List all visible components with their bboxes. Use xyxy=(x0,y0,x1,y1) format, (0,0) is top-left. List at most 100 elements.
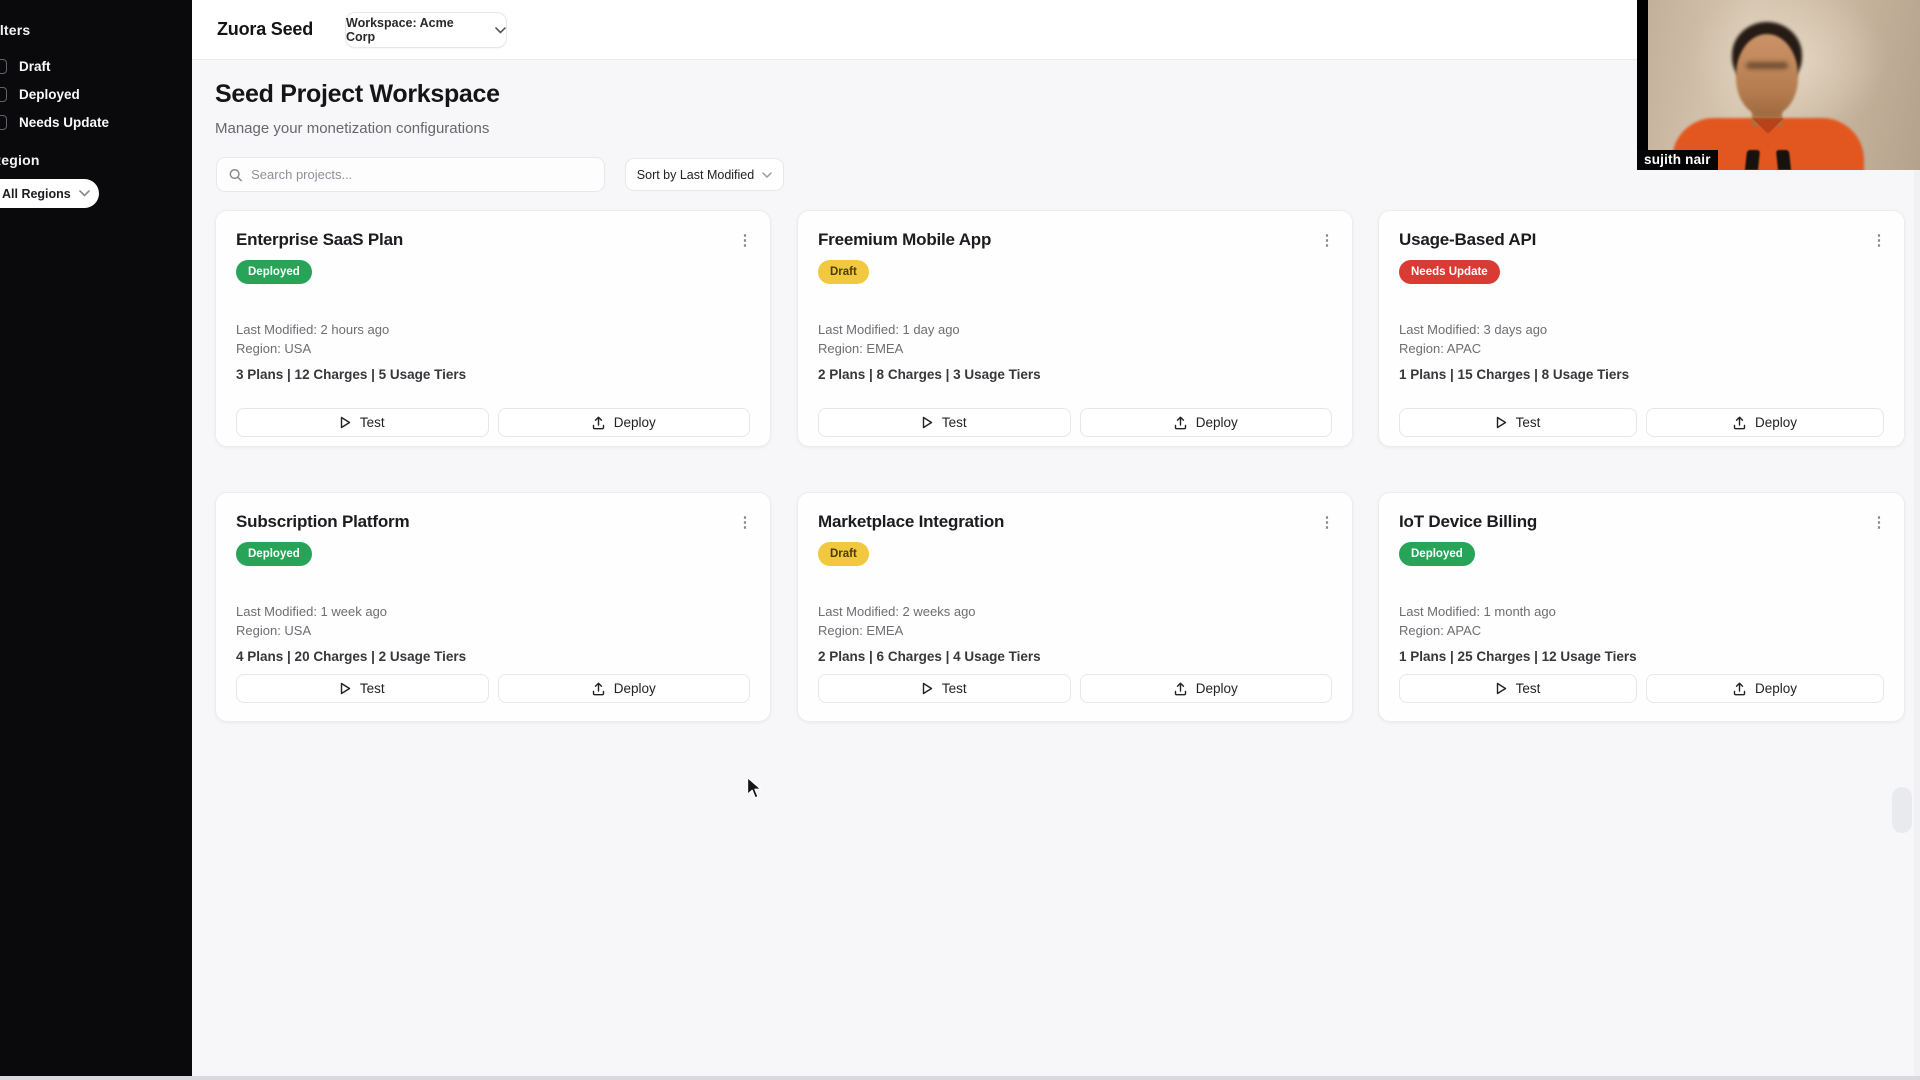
status-badge: Deployed xyxy=(1399,542,1475,566)
region-dropdown-value: All Regions xyxy=(2,186,71,201)
upload-icon xyxy=(592,682,604,695)
project-stats: 4 Plans | 20 Charges | 2 Usage Tiers xyxy=(236,649,467,664)
project-stats: 1 Plans | 15 Charges | 8 Usage Tiers xyxy=(1399,367,1630,382)
upload-icon xyxy=(1174,682,1186,695)
shirt-graphic xyxy=(1744,150,1792,170)
card-actions: Test Deploy xyxy=(818,408,1332,437)
needs-update-checkbox[interactable] xyxy=(0,114,7,130)
play-icon xyxy=(922,416,933,429)
webcam-video-frame xyxy=(1648,0,1920,170)
project-card[interactable]: Usage-Based API ⋮ Needs Update Last Modi… xyxy=(1378,210,1905,447)
project-meta: Last Modified: 3 days ago Region: APAC xyxy=(1399,321,1547,358)
project-meta: Last Modified: 2 weeks ago Region: EMEA xyxy=(818,603,976,640)
region: Region: USA xyxy=(236,340,312,356)
project-card[interactable]: Subscription Platform ⋮ Deployed Last Mo… xyxy=(215,492,771,722)
card-actions: Test Deploy xyxy=(236,674,750,703)
project-title: Marketplace Integration xyxy=(818,512,1005,531)
scrollbar-track xyxy=(1914,0,1920,1080)
project-title: Subscription Platform xyxy=(236,512,410,531)
last-modified: Last Modified: 1 month ago xyxy=(1399,604,1556,619)
draft-checkbox[interactable] xyxy=(0,58,7,74)
upload-icon xyxy=(592,416,604,429)
deploy-button[interactable]: Deploy xyxy=(1079,674,1332,703)
filter-option-deployed[interactable]: Deployed xyxy=(0,85,80,103)
region-dropdown[interactable]: All Regions xyxy=(0,179,99,208)
test-button[interactable]: Test xyxy=(1399,674,1637,703)
workspace-selector[interactable]: Workspace: Acme Corp xyxy=(345,12,507,48)
test-button[interactable]: Test xyxy=(1399,408,1637,437)
chevron-down-icon xyxy=(78,190,90,197)
status-badge: Draft xyxy=(818,260,869,284)
status-badge: Draft xyxy=(818,542,869,566)
kebab-menu-icon[interactable]: ⋮ xyxy=(1319,514,1335,531)
project-meta: Last Modified: 2 hours ago Region: USA xyxy=(236,321,389,358)
filters-sidebar: Filters Draft Deployed Needs Update Regi… xyxy=(0,0,192,1080)
deploy-button[interactable]: Deploy xyxy=(497,408,750,437)
project-stats: 1 Plans | 25 Charges | 12 Usage Tiers xyxy=(1399,649,1637,664)
search-icon xyxy=(229,168,242,181)
test-button[interactable]: Test xyxy=(818,408,1071,437)
project-card[interactable]: Freemium Mobile App ⋮ Draft Last Modifie… xyxy=(797,210,1353,447)
filter-option-label: Draft xyxy=(19,58,51,74)
status-badge: Deployed xyxy=(236,542,312,566)
last-modified: Last Modified: 1 day ago xyxy=(818,322,960,337)
test-button[interactable]: Test xyxy=(818,674,1071,703)
card-actions: Test Deploy xyxy=(1399,674,1884,703)
workspace-selector-label: Workspace: Acme Corp xyxy=(346,16,454,44)
region: Region: APAC xyxy=(1399,622,1482,638)
scrollbar-thumb[interactable] xyxy=(1892,787,1912,833)
deploy-button[interactable]: Deploy xyxy=(1079,408,1332,437)
kebab-menu-icon[interactable]: ⋮ xyxy=(737,514,753,531)
page-subtitle: Manage your monetization configurations xyxy=(215,120,490,137)
filters-heading: Filters xyxy=(0,22,31,38)
project-meta: Last Modified: 1 month ago Region: APAC xyxy=(1399,603,1556,640)
sort-dropdown-label: Sort by Last Modified xyxy=(636,167,755,182)
project-stats: 2 Plans | 6 Charges | 4 Usage Tiers xyxy=(818,649,1041,664)
filter-option-label: Needs Update xyxy=(19,114,110,130)
presenter-name-caption: sujith nair xyxy=(1637,150,1718,170)
last-modified: Last Modified: 3 days ago xyxy=(1399,322,1548,337)
webcam-video-overlay: sujith nair xyxy=(1637,0,1920,170)
kebab-menu-icon[interactable]: ⋮ xyxy=(737,232,753,249)
test-button[interactable]: Test xyxy=(236,408,489,437)
project-card[interactable]: Enterprise SaaS Plan ⋮ Deployed Last Mod… xyxy=(215,210,771,447)
project-card[interactable]: IoT Device Billing ⋮ Deployed Last Modif… xyxy=(1378,492,1905,722)
region: Region: APAC xyxy=(1399,340,1482,356)
play-icon xyxy=(922,682,933,695)
test-button[interactable]: Test xyxy=(236,674,489,703)
deployed-checkbox[interactable] xyxy=(0,86,7,102)
project-stats: 2 Plans | 8 Charges | 3 Usage Tiers xyxy=(818,367,1041,382)
region: Region: EMEA xyxy=(818,340,904,356)
kebab-menu-icon[interactable]: ⋮ xyxy=(1319,232,1335,249)
project-title: Usage-Based API xyxy=(1399,230,1537,249)
region-heading: Region xyxy=(0,152,40,168)
play-icon xyxy=(340,682,351,695)
project-meta: Last Modified: 1 day ago Region: EMEA xyxy=(818,321,960,358)
sort-dropdown[interactable]: Sort by Last Modified xyxy=(625,158,784,191)
search-input[interactable] xyxy=(251,167,592,182)
card-actions: Test Deploy xyxy=(818,674,1332,703)
upload-icon xyxy=(1174,416,1186,429)
region: Region: USA xyxy=(236,622,312,638)
play-icon xyxy=(1496,682,1506,695)
play-icon xyxy=(1496,416,1506,429)
deploy-button[interactable]: Deploy xyxy=(1646,674,1884,703)
chevron-down-icon xyxy=(495,26,506,34)
kebab-menu-icon[interactable]: ⋮ xyxy=(1871,232,1887,249)
status-badge: Needs Update xyxy=(1399,260,1500,284)
deploy-button[interactable]: Deploy xyxy=(497,674,750,703)
project-meta: Last Modified: 1 week ago Region: USA xyxy=(236,603,387,640)
search-box[interactable] xyxy=(216,157,605,192)
region: Region: EMEA xyxy=(818,622,904,638)
last-modified: Last Modified: 2 weeks ago xyxy=(818,604,976,619)
deploy-button[interactable]: Deploy xyxy=(1646,408,1884,437)
project-card[interactable]: Marketplace Integration ⋮ Draft Last Mod… xyxy=(797,492,1353,722)
upload-icon xyxy=(1733,416,1746,429)
filter-option-needs-update[interactable]: Needs Update xyxy=(0,113,109,131)
filter-option-draft[interactable]: Draft xyxy=(0,57,51,75)
card-actions: Test Deploy xyxy=(1399,408,1884,437)
bottom-edge-strip xyxy=(0,1076,1920,1080)
chevron-down-icon xyxy=(762,171,772,178)
play-icon xyxy=(340,416,351,429)
kebab-menu-icon[interactable]: ⋮ xyxy=(1871,514,1887,531)
